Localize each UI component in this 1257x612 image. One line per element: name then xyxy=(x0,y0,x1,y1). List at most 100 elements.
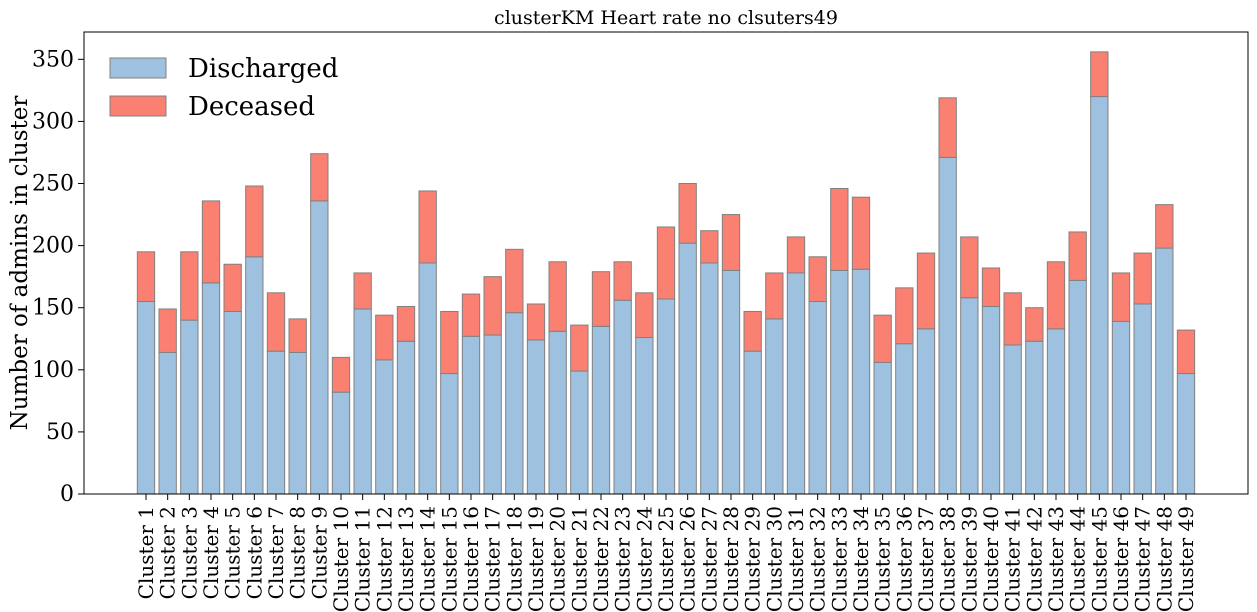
x-tick-label: Cluster 38 xyxy=(936,506,960,612)
bar-deceased-14 xyxy=(418,190,437,264)
y-tick-label: 150 xyxy=(32,296,74,321)
bar-deceased-39 xyxy=(960,236,979,299)
x-tick-label: Cluster 31 xyxy=(784,506,808,612)
x-tick-label: Cluster 23 xyxy=(611,506,635,612)
x-tick-label: Cluster 43 xyxy=(1044,506,1068,612)
bar-discharged-47 xyxy=(1133,303,1152,495)
bar-discharged-30 xyxy=(765,318,784,495)
bar-discharged-29 xyxy=(743,350,762,495)
bar-deceased-40 xyxy=(981,267,1001,307)
bar-deceased-41 xyxy=(1003,292,1022,346)
bar-deceased-15 xyxy=(440,310,459,375)
bar-discharged-18 xyxy=(505,312,524,495)
legend-swatch-discharged xyxy=(109,57,167,79)
legend-swatch-deceased xyxy=(109,95,167,117)
bar-discharged-37 xyxy=(916,328,936,495)
x-tick-label: Cluster 24 xyxy=(632,506,656,612)
bar-discharged-43 xyxy=(1046,328,1066,495)
bar-discharged-24 xyxy=(635,337,654,495)
bar-deceased-23 xyxy=(613,261,632,301)
bar-discharged-49 xyxy=(1176,373,1196,495)
x-tick-label: Cluster 25 xyxy=(654,506,678,612)
x-tick-label: Cluster 42 xyxy=(1022,506,1046,612)
legend-label-deceased: Deceased xyxy=(188,92,315,122)
y-tick-label: 200 xyxy=(32,234,74,259)
x-tick-label: Cluster 19 xyxy=(524,506,548,612)
x-tick-label: Cluster 28 xyxy=(719,506,743,612)
x-tick-label: Cluster 45 xyxy=(1087,506,1111,612)
bar-discharged-38 xyxy=(938,156,957,495)
x-tick-label: Cluster 48 xyxy=(1152,506,1176,612)
bar-discharged-16 xyxy=(461,335,481,495)
x-tick-label: Cluster 49 xyxy=(1174,506,1198,612)
bar-deceased-5 xyxy=(223,263,242,312)
x-tick-label: Cluster 41 xyxy=(1001,506,1025,612)
bar-discharged-35 xyxy=(873,361,892,495)
bar-deceased-36 xyxy=(895,287,914,345)
bar-discharged-33 xyxy=(830,269,849,495)
bar-deceased-30 xyxy=(765,272,784,320)
bar-deceased-11 xyxy=(353,272,372,310)
bar-discharged-28 xyxy=(721,269,741,495)
bar-discharged-31 xyxy=(786,272,806,495)
bar-discharged-13 xyxy=(396,340,416,495)
bar-discharged-32 xyxy=(808,301,827,495)
x-tick-label: Cluster 2 xyxy=(156,506,180,599)
legend-label-discharged: Discharged xyxy=(188,54,338,84)
bar-deceased-32 xyxy=(808,256,827,303)
bar-deceased-49 xyxy=(1176,329,1196,375)
bar-deceased-4 xyxy=(201,200,221,284)
bar-discharged-4 xyxy=(201,282,221,495)
bar-deceased-9 xyxy=(310,153,329,202)
x-tick-label: Cluster 9 xyxy=(307,506,331,599)
bar-deceased-13 xyxy=(396,305,416,342)
y-tick-label: 250 xyxy=(32,172,74,197)
y-tick-label: 100 xyxy=(32,358,74,383)
x-tick-label: Cluster 36 xyxy=(892,506,916,612)
x-tick-label: Cluster 30 xyxy=(762,506,786,612)
bar-discharged-34 xyxy=(851,268,871,495)
bar-discharged-41 xyxy=(1003,344,1022,495)
y-tick-label: 300 xyxy=(32,109,74,134)
y-tick-label: 0 xyxy=(60,482,74,507)
bar-deceased-29 xyxy=(743,310,762,352)
x-tick-label: Cluster 18 xyxy=(502,506,526,612)
x-tick-label: Cluster 15 xyxy=(437,506,461,612)
bar-deceased-22 xyxy=(591,271,611,327)
bar-discharged-12 xyxy=(375,359,394,495)
x-tick-label: Cluster 11 xyxy=(351,506,375,612)
x-tick-label: Cluster 3 xyxy=(177,506,201,599)
bar-deceased-43 xyxy=(1046,261,1066,330)
bar-deceased-10 xyxy=(331,356,351,393)
bar-discharged-5 xyxy=(223,310,242,495)
bar-deceased-31 xyxy=(786,236,806,274)
x-tick-label: Cluster 27 xyxy=(697,506,721,612)
bar-discharged-21 xyxy=(570,370,589,495)
bar-discharged-8 xyxy=(288,351,307,495)
bar-deceased-28 xyxy=(721,214,741,271)
bar-discharged-26 xyxy=(678,242,697,495)
x-tick-label: Cluster 7 xyxy=(264,506,288,599)
bar-discharged-42 xyxy=(1025,340,1044,495)
bar-discharged-44 xyxy=(1068,279,1087,495)
bar-deceased-8 xyxy=(288,318,307,353)
bar-deceased-37 xyxy=(916,252,936,330)
x-tick-label: Cluster 5 xyxy=(221,506,245,599)
x-tick-label: Cluster 6 xyxy=(242,506,266,599)
x-tick-label: Cluster 46 xyxy=(1109,506,1133,612)
bar-discharged-6 xyxy=(245,256,264,495)
bar-deceased-16 xyxy=(461,293,481,337)
bar-deceased-45 xyxy=(1090,51,1109,98)
bar-discharged-9 xyxy=(310,200,329,495)
x-tick-label: Cluster 17 xyxy=(481,506,505,612)
x-tick-label: Cluster 12 xyxy=(372,506,396,612)
bar-deceased-12 xyxy=(375,314,394,361)
bar-discharged-17 xyxy=(483,334,502,495)
bar-deceased-33 xyxy=(830,187,849,271)
x-tick-label: Cluster 39 xyxy=(957,506,981,612)
bar-deceased-44 xyxy=(1068,231,1087,281)
bar-deceased-46 xyxy=(1111,272,1131,322)
bar-deceased-3 xyxy=(180,251,199,321)
x-tick-label: Cluster 40 xyxy=(979,506,1003,612)
bar-deceased-48 xyxy=(1155,204,1174,249)
